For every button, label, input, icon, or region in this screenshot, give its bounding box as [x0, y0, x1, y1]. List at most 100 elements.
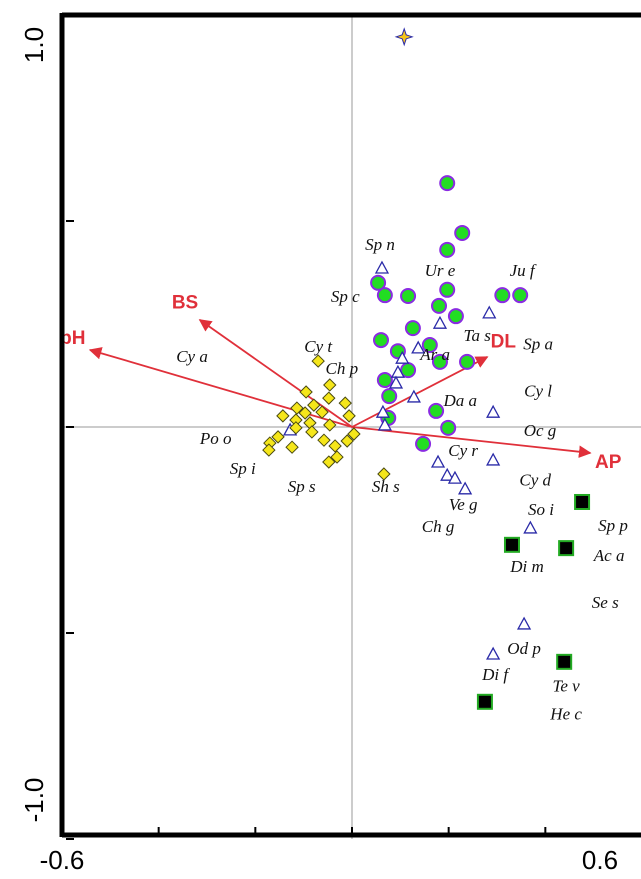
- species-label: Od p: [507, 639, 541, 658]
- site-diamond: [322, 455, 336, 469]
- site-circle: [439, 241, 456, 258]
- species-label: Sp s: [288, 477, 316, 496]
- site-circle: [454, 224, 471, 241]
- site-circle: [459, 353, 476, 370]
- site-diamond: [305, 425, 319, 439]
- site-diamond: [271, 430, 285, 444]
- site-diamond: [322, 391, 336, 405]
- species-label: Ve g: [449, 495, 478, 514]
- species-label: Cy l: [524, 382, 552, 401]
- site-circle: [447, 308, 464, 325]
- site-diamond: [330, 450, 344, 464]
- x-tick-label: 0.6: [582, 845, 618, 875]
- site-diamond: [317, 433, 331, 447]
- frame-layer: -0.6 0.6 -1.0 1.0: [19, 12, 641, 875]
- species-label: Ac a: [593, 546, 625, 565]
- y-tick-label: 1.0: [19, 27, 49, 63]
- site-square: [556, 653, 573, 670]
- site-circle: [404, 320, 421, 337]
- site-circle: [376, 372, 393, 389]
- site-circle: [494, 287, 511, 304]
- species-label: Cy t: [304, 337, 333, 356]
- site-triangle: [447, 470, 463, 484]
- site-circle: [373, 332, 389, 349]
- site-diamond: [315, 405, 329, 419]
- site-circle: [439, 175, 456, 192]
- site-triangle: [486, 646, 501, 660]
- species-label: Oc g: [524, 421, 557, 440]
- site-triangle: [406, 389, 421, 403]
- species-label: Sp p: [598, 516, 628, 535]
- vector-label: AP: [595, 452, 622, 473]
- site-circle: [428, 402, 445, 419]
- site-diamond: [328, 439, 342, 453]
- species-label: Ta s: [464, 326, 492, 345]
- vector-label: BS: [172, 293, 198, 314]
- site-circle: [415, 435, 432, 452]
- site-circle: [431, 297, 447, 314]
- vector-label: pH: [60, 328, 85, 349]
- species-label: Ch p: [326, 359, 359, 378]
- site-triangle: [411, 340, 426, 354]
- species-label: Di m: [509, 557, 544, 576]
- site-circle: [376, 287, 393, 304]
- site-diamond: [290, 401, 304, 415]
- species-label: He c: [549, 705, 582, 724]
- site-triangle: [516, 616, 532, 630]
- vector-label: DL: [491, 332, 517, 353]
- species-label: Sp n: [365, 235, 395, 254]
- species-label: Ju f: [510, 261, 537, 280]
- site-circle: [431, 353, 448, 370]
- species-label: Sp a: [523, 335, 553, 354]
- y-tick-label: -1.0: [19, 778, 49, 823]
- site-diamond: [298, 406, 312, 420]
- site-diamond: [340, 434, 354, 448]
- site-diamond: [276, 409, 290, 423]
- site-diamond: [289, 421, 303, 435]
- species-label: Te v: [552, 677, 580, 696]
- species-label: Ch g: [422, 517, 455, 536]
- species-label: Sp i: [230, 459, 256, 478]
- species-label: Ar a: [419, 345, 450, 364]
- site-triangle: [390, 364, 406, 378]
- species-label: So i: [528, 500, 554, 519]
- site-diamond: [311, 354, 325, 368]
- vector-arrow: [351, 426, 592, 458]
- site-triangle: [486, 404, 501, 418]
- site-triangle: [430, 454, 446, 468]
- species-label: Sp c: [331, 287, 360, 306]
- site-star: [394, 27, 414, 47]
- species-label: Da a: [443, 391, 478, 410]
- site-triangle: [377, 417, 392, 431]
- site-diamond: [285, 440, 299, 454]
- site-circle: [381, 388, 398, 405]
- species-label: Ur e: [425, 261, 456, 280]
- site-diamond: [377, 467, 391, 481]
- site-diamond: [307, 398, 321, 412]
- site-diamond: [323, 378, 337, 392]
- site-triangle: [440, 467, 455, 481]
- site-circle: [370, 274, 387, 291]
- site-diamond: [299, 385, 313, 399]
- species-label: Cy d: [519, 471, 551, 490]
- species-label: Sh s: [372, 477, 400, 496]
- site-triangle: [432, 315, 448, 329]
- site-diamond: [342, 409, 356, 423]
- site-triangle: [523, 520, 538, 534]
- site-square: [503, 536, 520, 553]
- site-circle: [440, 419, 457, 436]
- site-diamond: [323, 418, 337, 432]
- site-diamond: [338, 396, 352, 410]
- vector-arrow: [198, 319, 353, 428]
- site-triangle: [486, 452, 501, 466]
- site-diamond: [262, 443, 276, 457]
- site-square: [476, 693, 493, 710]
- site-square: [558, 540, 575, 557]
- marks-layer: pH BS DL AP Sp n Ur e Ju f Sp c Ta s Sp a Cy t Ch p…: [60, 27, 628, 724]
- site-triangle: [374, 260, 390, 274]
- site-triangle: [458, 481, 473, 495]
- site-circle: [400, 287, 417, 304]
- site-circle: [512, 287, 529, 304]
